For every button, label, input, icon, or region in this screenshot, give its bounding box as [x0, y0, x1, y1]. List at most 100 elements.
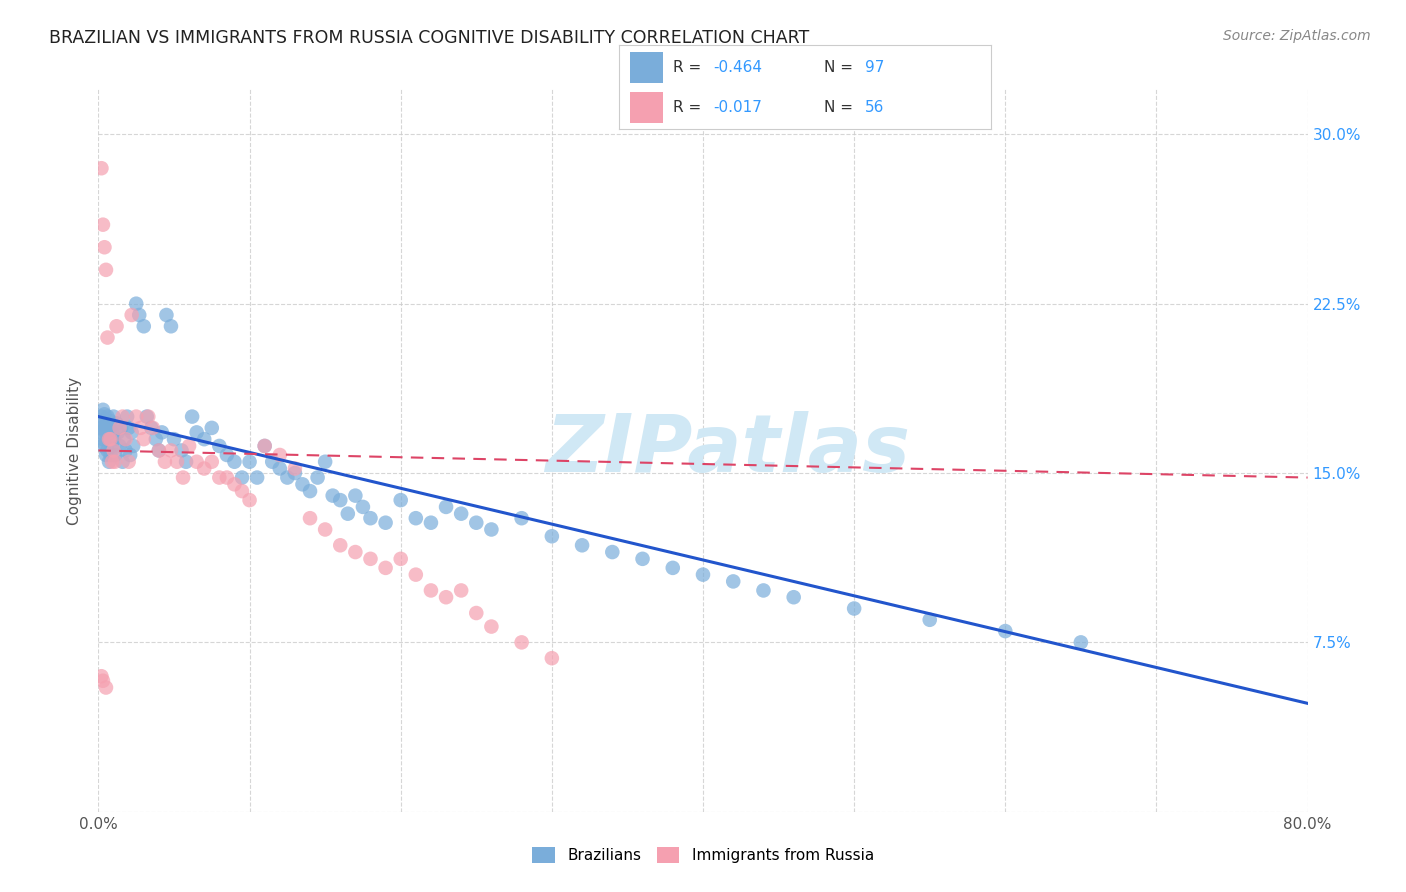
- Point: [94, 417, 117, 431]
- Point: [98, 421, 121, 435]
- Point: [481, 619, 503, 633]
- Point: [253, 439, 276, 453]
- Text: R =: R =: [672, 60, 706, 75]
- Point: [110, 421, 132, 435]
- Y-axis label: Cognitive Disability: Cognitive Disability: [67, 376, 83, 524]
- Point: [120, 448, 142, 462]
- Point: [329, 493, 352, 508]
- Point: [104, 448, 127, 462]
- Point: [284, 466, 307, 480]
- Point: [510, 511, 533, 525]
- Point: [434, 591, 457, 605]
- Point: [103, 432, 125, 446]
- Point: [100, 448, 122, 462]
- Point: [172, 470, 194, 484]
- Point: [269, 461, 291, 475]
- Point: [114, 443, 136, 458]
- Point: [752, 583, 775, 598]
- Point: [299, 484, 322, 499]
- Point: [389, 551, 412, 566]
- Point: [374, 516, 396, 530]
- Point: [336, 507, 359, 521]
- Bar: [630, 92, 664, 122]
- Point: [142, 421, 165, 435]
- Point: [98, 432, 121, 446]
- Point: [111, 455, 134, 469]
- Point: [344, 489, 367, 503]
- Text: N =: N =: [824, 100, 858, 115]
- Point: [94, 681, 117, 695]
- Point: [224, 455, 246, 469]
- Point: [91, 432, 114, 446]
- Point: [98, 455, 121, 469]
- Point: [94, 262, 117, 277]
- Point: [112, 432, 135, 446]
- Point: [262, 455, 284, 469]
- Point: [269, 448, 291, 462]
- Point: [510, 635, 533, 649]
- Point: [150, 425, 173, 440]
- Point: [661, 561, 683, 575]
- Point: [450, 507, 472, 521]
- Point: [231, 470, 253, 484]
- Point: [160, 443, 183, 458]
- Point: [90, 425, 112, 440]
- Point: [101, 455, 124, 469]
- Point: [118, 421, 141, 435]
- Point: [91, 417, 114, 431]
- Point: [239, 493, 262, 508]
- Point: [291, 477, 314, 491]
- Point: [101, 425, 124, 440]
- Point: [405, 511, 427, 525]
- Point: [783, 591, 806, 605]
- Point: [90, 421, 112, 435]
- Point: [246, 470, 269, 484]
- Point: [100, 414, 122, 428]
- Point: [141, 421, 163, 435]
- Point: [115, 409, 138, 424]
- Point: [181, 409, 204, 424]
- Point: [276, 470, 298, 484]
- Bar: [630, 53, 664, 83]
- Point: [121, 308, 143, 322]
- Point: [329, 538, 352, 552]
- Point: [96, 443, 118, 458]
- Point: [125, 409, 148, 424]
- Point: [105, 417, 128, 431]
- Text: BRAZILIAN VS IMMIGRANTS FROM RUSSIA COGNITIVE DISABILITY CORRELATION CHART: BRAZILIAN VS IMMIGRANTS FROM RUSSIA COGN…: [49, 29, 810, 46]
- Point: [540, 529, 562, 543]
- Point: [93, 421, 115, 435]
- Point: [135, 409, 157, 424]
- Text: R =: R =: [672, 100, 706, 115]
- Point: [450, 583, 472, 598]
- Point: [374, 561, 396, 575]
- Point: [631, 551, 654, 566]
- Point: [96, 409, 118, 424]
- Point: [224, 477, 246, 491]
- Point: [208, 470, 231, 484]
- Point: [98, 432, 121, 446]
- Point: [104, 455, 127, 469]
- Point: [101, 439, 124, 453]
- Point: [170, 443, 193, 458]
- Point: [307, 470, 329, 484]
- Text: 56: 56: [865, 100, 884, 115]
- Point: [284, 461, 307, 475]
- Point: [93, 436, 115, 450]
- Point: [420, 516, 443, 530]
- Point: [93, 240, 115, 254]
- Text: 97: 97: [865, 60, 884, 75]
- Point: [103, 409, 125, 424]
- Point: [118, 455, 141, 469]
- Text: -0.464: -0.464: [714, 60, 762, 75]
- Point: [186, 455, 208, 469]
- Point: [91, 402, 114, 417]
- Point: [602, 545, 624, 559]
- Point: [105, 319, 128, 334]
- Point: [94, 448, 117, 462]
- Point: [90, 409, 112, 424]
- Point: [108, 439, 131, 453]
- Point: [145, 432, 167, 446]
- Point: [253, 439, 276, 453]
- Point: [239, 455, 262, 469]
